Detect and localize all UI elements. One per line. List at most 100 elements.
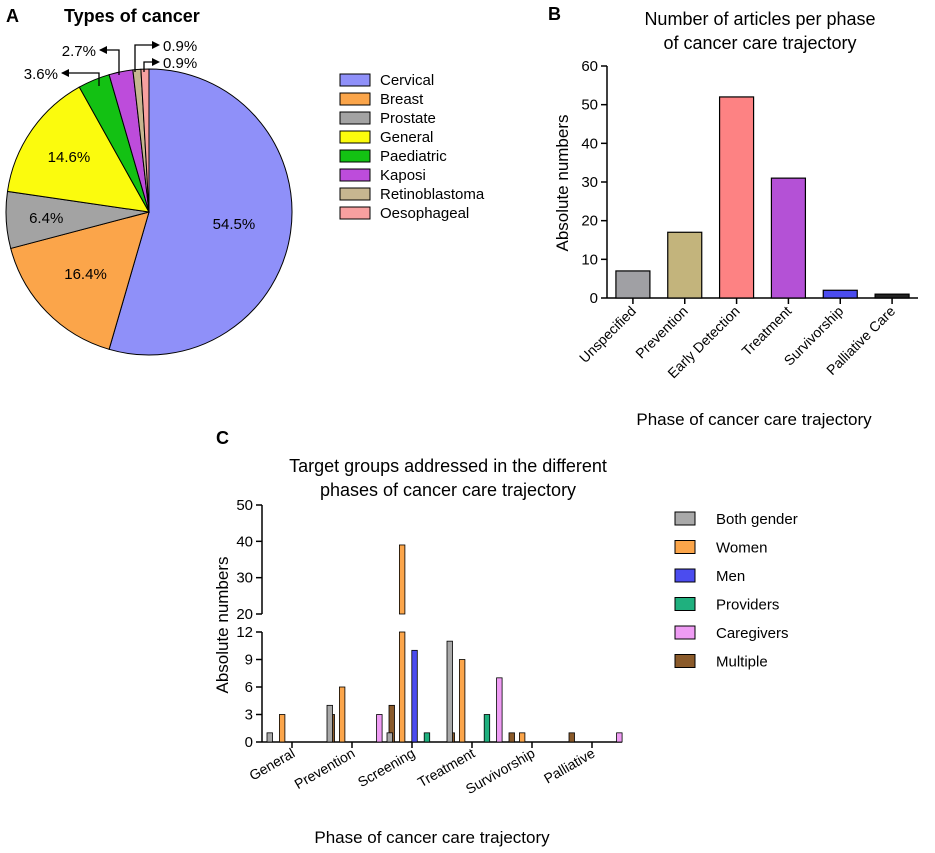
panel-c-bar-screening-men <box>411 649 418 743</box>
panel-c-bar-prevention-caregivers <box>376 714 383 743</box>
panel-b-y-tick-30: 30 <box>581 174 598 191</box>
legend-swatch-kaposi <box>339 168 371 182</box>
panel-c-bar-screening-women <box>398 631 406 743</box>
panel-b-y-tick-20: 20 <box>581 213 598 230</box>
panel-b-y-tick-10: 10 <box>581 251 598 268</box>
panel-c-x-tick-screening: Screening <box>355 745 418 790</box>
pie-callout-paediatric: 3.6% <box>24 66 58 83</box>
panel-a-title: Types of cancer <box>64 6 200 26</box>
legend-swatch-oesophageal <box>339 206 371 220</box>
legend-swatch-cervical <box>339 73 371 87</box>
panel-c-y-tick-30: 30 <box>236 570 253 587</box>
panel-c-bar-screening-both-gender <box>386 732 393 743</box>
panel-c-y-tick-20: 20 <box>236 606 253 623</box>
panel-c-legend-swatch-providers <box>674 597 696 611</box>
panel-c-legend-swatch-multiple <box>674 654 696 668</box>
pie-slice-oesophageal <box>140 68 150 213</box>
panel-c-y-tick-12: 12 <box>236 624 253 641</box>
legend-label-prostate: Prostate <box>380 110 436 127</box>
panel-c-bar-screening-women-upper <box>398 544 406 615</box>
panel-c-legend-swatch-women <box>674 540 696 554</box>
panel-c-y-axis-label: Absolute numbers <box>213 556 232 693</box>
pie-label-breast: 16.4% <box>64 266 107 283</box>
panel-c-y-tick-6: 6 <box>245 679 253 696</box>
panel-b-x-tick-unspecified: Unspecified <box>576 303 639 366</box>
pie-label-prostate: 6.4% <box>29 210 63 227</box>
legend-label-cervical: Cervical <box>380 72 434 89</box>
legend-label-oesophageal: Oesophageal <box>380 205 469 222</box>
panel-c-bar-prevention-women <box>338 686 346 743</box>
panel-c-bar-prevention-both-gender <box>326 704 333 743</box>
pie-slice-breast <box>10 211 150 350</box>
panel-b-title-line-2: of cancer care trajectory <box>663 33 856 53</box>
panel-c-bar-treatment-women <box>458 659 466 743</box>
panel-c-y-tick-3: 3 <box>245 707 253 724</box>
pie-label-general: 14.6% <box>48 149 91 166</box>
legend-label-paediatric: Paediatric <box>380 148 447 165</box>
legend-swatch-prostate <box>339 111 371 125</box>
panel-b-y-tick-0: 0 <box>590 290 598 307</box>
panel-c-legend-label-both-gender: Both gender <box>716 511 798 528</box>
panel-c-bar-survivorship-women <box>519 732 526 743</box>
panel-b-bar-treatment <box>770 177 807 299</box>
panel-b-bar-survivorship <box>822 289 858 299</box>
panel-b-y-tick-50: 50 <box>581 97 598 114</box>
pie-callout-oesophageal: 0.9% <box>163 55 197 72</box>
panel-b-y-tick-60: 60 <box>581 58 598 75</box>
legend-swatch-retinoblastoma <box>339 187 371 201</box>
panel-c-legend-label-multiple: Multiple <box>716 654 768 671</box>
panel-b-bar-prevention <box>667 231 703 299</box>
legend-swatch-breast <box>339 92 371 106</box>
panel-c-bar-treatment-both-gender <box>446 640 453 743</box>
panel-c-y-tick-9: 9 <box>245 652 253 669</box>
legend-label-retinoblastoma: Retinoblastoma <box>380 186 485 203</box>
panel-b-bar-palliative-care <box>874 293 910 299</box>
panel-c-bar-treatment-caregivers <box>496 677 503 743</box>
panel-c-title-line-2: phases of cancer care trajectory <box>320 480 576 500</box>
panel-c-bar-palliative-caregivers <box>616 732 623 743</box>
panel-c-x-tick-survivorship: Survivorship <box>463 745 538 797</box>
panel-c-bar-treatment-providers <box>483 714 491 743</box>
panel-b-bar-chart: B Number of articles per phase of cancer… <box>548 4 918 429</box>
panel-c-legend-swatch-both-gender <box>674 511 696 526</box>
panel-c-letter: C <box>216 428 229 448</box>
panel-c-legend-swatch-caregivers <box>674 625 696 640</box>
panel-c-x-tick-palliative: Palliative <box>541 745 598 787</box>
legend-label-general: General <box>380 129 433 146</box>
legend-swatch-general <box>339 130 371 144</box>
legend-label-breast: Breast <box>380 91 424 108</box>
panel-c-legend-label-women: Women <box>716 540 767 557</box>
panel-a-pie-chart: A Types of cancer 54.5% 16.4% 6.4% 14.6% 3.… <box>5 6 485 356</box>
panel-c-title-line-1: Target groups addressed in the different <box>289 456 607 476</box>
panel-b-title-line-1: Number of articles per phase <box>644 9 875 29</box>
panel-a-letter: A <box>6 6 19 26</box>
panel-c-y-tick-0: 0 <box>245 734 253 751</box>
panel-b-bar-early-detection <box>718 96 755 299</box>
panel-c-bar-general-women <box>278 714 286 743</box>
panel-c-y-tick-40: 40 <box>236 533 253 550</box>
pie-slice-cervical <box>108 68 293 356</box>
panel-c-x-axis-label: Phase of cancer care trajectory <box>314 828 550 847</box>
legend-label-kaposi: Kaposi <box>380 167 426 184</box>
pie-label-cervical: 54.5% <box>213 216 256 233</box>
pie-slice-general <box>6 86 150 213</box>
panel-c-legend-swatch-men <box>674 568 696 583</box>
panel-c-bar-screening-providers <box>423 732 431 743</box>
panel-b-y-axis-label: Absolute numbers <box>553 114 572 251</box>
panel-c-grouped-bar-chart: C Target groups addressed in the differe… <box>213 428 798 847</box>
panel-b-x-axis-label: Phase of cancer care trajectory <box>636 410 872 429</box>
panel-c-x-tick-prevention: Prevention <box>292 745 358 792</box>
pie-callout-retinoblastoma: 0.9% <box>163 38 197 55</box>
panel-c-bar-treatment-multiple <box>508 732 515 743</box>
panel-b-letter: B <box>548 4 561 24</box>
legend-swatch-paediatric <box>339 149 371 163</box>
pie-callout-kaposi: 2.7% <box>62 43 96 60</box>
panel-b-bar-unspecified <box>615 270 651 299</box>
panel-c-legend-label-men: Men <box>716 568 745 585</box>
panel-c-x-tick-general: General <box>246 745 297 784</box>
panel-c-bar-general-both-gender <box>266 732 273 743</box>
panel-b-y-tick-40: 40 <box>581 135 598 152</box>
panel-c-legend-label-caregivers: Caregivers <box>716 625 789 642</box>
panel-c-bar-survivorship-multiple <box>568 732 575 743</box>
